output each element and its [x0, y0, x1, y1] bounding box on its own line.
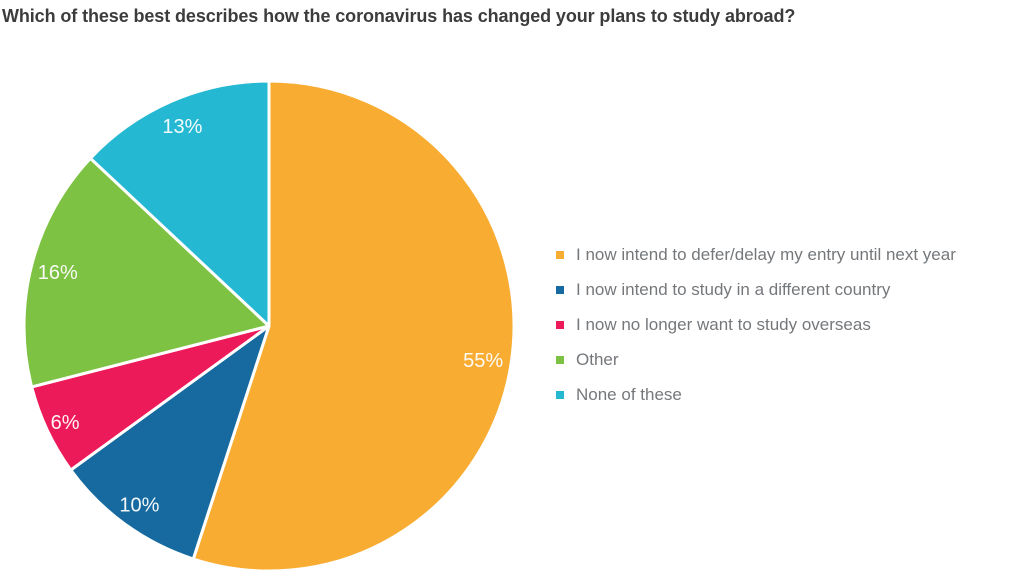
pie-slice-value-label: 13%	[162, 116, 202, 138]
chart-title: Which of these best describes how the co…	[2, 6, 796, 26]
pie-slice-value-label: 55%	[463, 350, 503, 372]
legend-swatch-icon	[556, 250, 564, 259]
legend-item: I now no longer want to study overseas	[556, 307, 956, 342]
legend-swatch-icon	[556, 285, 564, 294]
legend-swatch-icon	[556, 320, 564, 329]
legend-item: Other	[556, 342, 956, 377]
legend-swatch-icon	[556, 355, 564, 364]
pie-slice-3	[22, 156, 271, 389]
legend-swatch-icon	[556, 390, 564, 399]
legend-item: I now intend to defer/delay my entry unt…	[556, 237, 956, 272]
legend-item: I now intend to study in a different cou…	[556, 272, 956, 307]
legend-item-label: I now intend to study in a different cou…	[576, 279, 891, 299]
pie-slice-value-label: 16%	[38, 262, 78, 284]
pie-slice-4	[88, 79, 271, 328]
pie-slice-value-label: 6%	[51, 412, 80, 434]
legend-item-label: I now no longer want to study overseas	[576, 314, 871, 334]
legend-item: None of these	[556, 377, 956, 412]
pie-slice-1	[69, 324, 271, 561]
pie-slice-value-label: 10%	[119, 494, 159, 516]
legend-item-label: Other	[576, 349, 619, 369]
legend-item-label: I now intend to defer/delay my entry unt…	[576, 244, 956, 264]
legend-item-label: None of these	[576, 384, 682, 404]
chart-legend: I now intend to defer/delay my entry unt…	[556, 237, 956, 412]
pie-slice-0	[191, 79, 516, 573]
